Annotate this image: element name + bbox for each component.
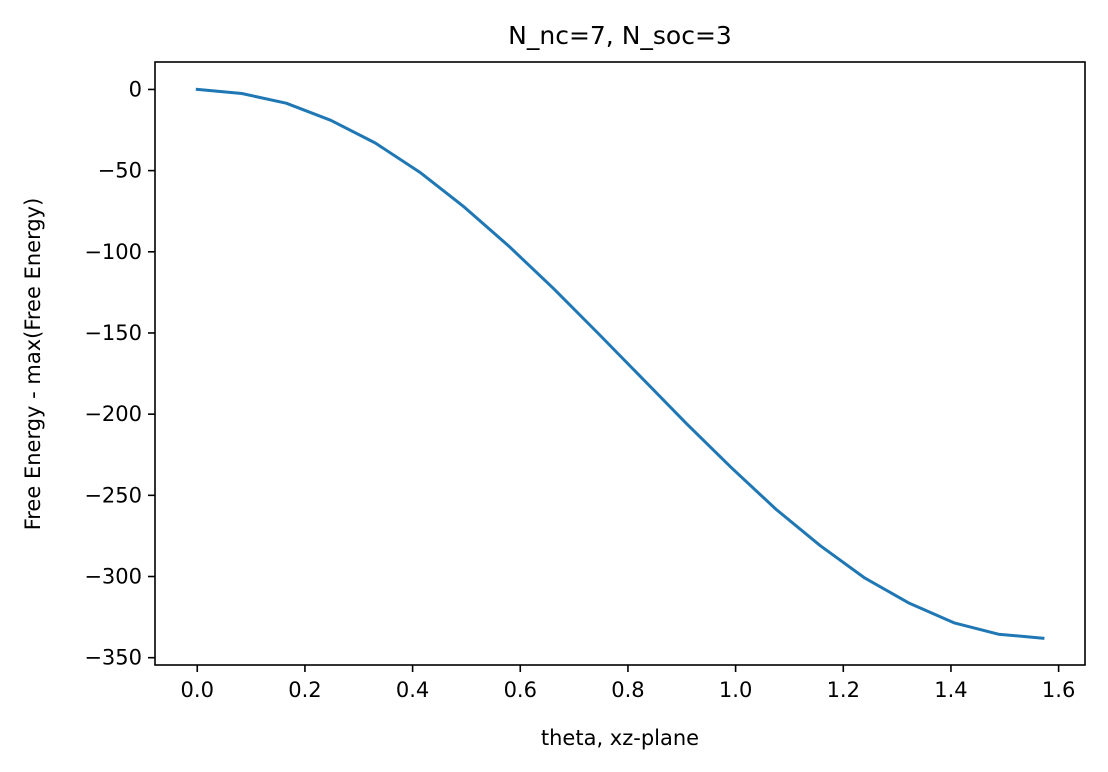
y-tick-label: −300 [84, 565, 142, 589]
x-axis-ticks: 0.0 0.2 0.4 0.6 0.8 1.0 1.2 1.4 1.6 [181, 665, 1075, 702]
y-tick-label: −200 [84, 402, 142, 426]
x-tick-label: 1.4 [934, 678, 967, 702]
x-tick-label: 0.4 [396, 678, 429, 702]
x-axis-label: theta, xz-plane [541, 726, 699, 750]
plot-area [154, 61, 1086, 666]
x-tick-label: 0.0 [181, 678, 214, 702]
y-tick-label: −50 [98, 159, 142, 183]
y-tick-label: −350 [84, 646, 142, 670]
series-group [195, 87, 1045, 640]
y-tick-label: 0 [129, 77, 142, 101]
x-tick-label: 1.2 [827, 678, 860, 702]
x-tick-label: 0.2 [288, 678, 321, 702]
x-tick-label: 1.0 [719, 678, 752, 702]
y-axis-label: Free Energy - max(Free Energy) [21, 198, 45, 531]
x-tick-label: 1.6 [1042, 678, 1075, 702]
chart-title: N_nc=7, N_soc=3 [508, 21, 732, 50]
y-axis-ticks: 0 −50 −100 −150 −200 −250 −300 −350 [84, 77, 155, 670]
x-tick-label: 0.6 [504, 678, 537, 702]
y-tick-label: −150 [84, 321, 142, 345]
y-tick-label: −250 [84, 483, 142, 507]
y-tick-label: −100 [84, 240, 142, 264]
plot-frame [154, 61, 1086, 666]
x-tick-label: 0.8 [611, 678, 644, 702]
series-line [195, 87, 1045, 640]
